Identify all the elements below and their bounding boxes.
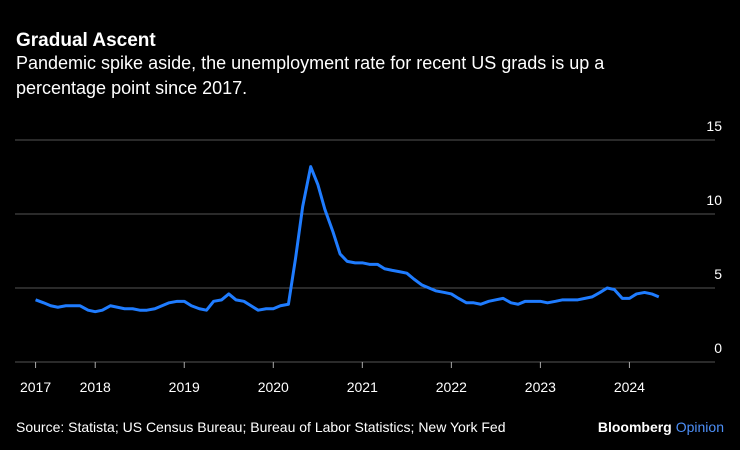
chart-title: Gradual Ascent <box>16 30 156 51</box>
y-tick-label: 15 <box>706 118 722 134</box>
x-tick-label: 2024 <box>614 379 645 395</box>
x-tick-label: 2020 <box>258 379 289 395</box>
x-tick-label: 2017 <box>20 379 51 395</box>
logo: Bloomberg Opinion <box>598 419 724 435</box>
y-tick-label: 5 <box>714 266 722 282</box>
chart-subtitle: percentage point since 2017. <box>16 78 247 98</box>
x-tick-label: 2019 <box>169 379 200 395</box>
x-tick-label: 2022 <box>436 379 467 395</box>
source: Source: Statista; US Census Bureau; Bure… <box>16 419 505 435</box>
y-tick-label: 0 <box>714 340 722 356</box>
data-line <box>35 165 660 314</box>
logo-section: Opinion <box>676 419 724 435</box>
x-tick-label: 2018 <box>80 379 111 395</box>
chart-subtitle: Pandemic spike aside, the unemployment r… <box>16 53 605 73</box>
y-tick-label: 10 <box>706 192 722 208</box>
logo-brand: Bloomberg <box>598 419 672 435</box>
x-tick-label: 2023 <box>525 379 556 395</box>
x-tick-label: 2021 <box>347 379 378 395</box>
